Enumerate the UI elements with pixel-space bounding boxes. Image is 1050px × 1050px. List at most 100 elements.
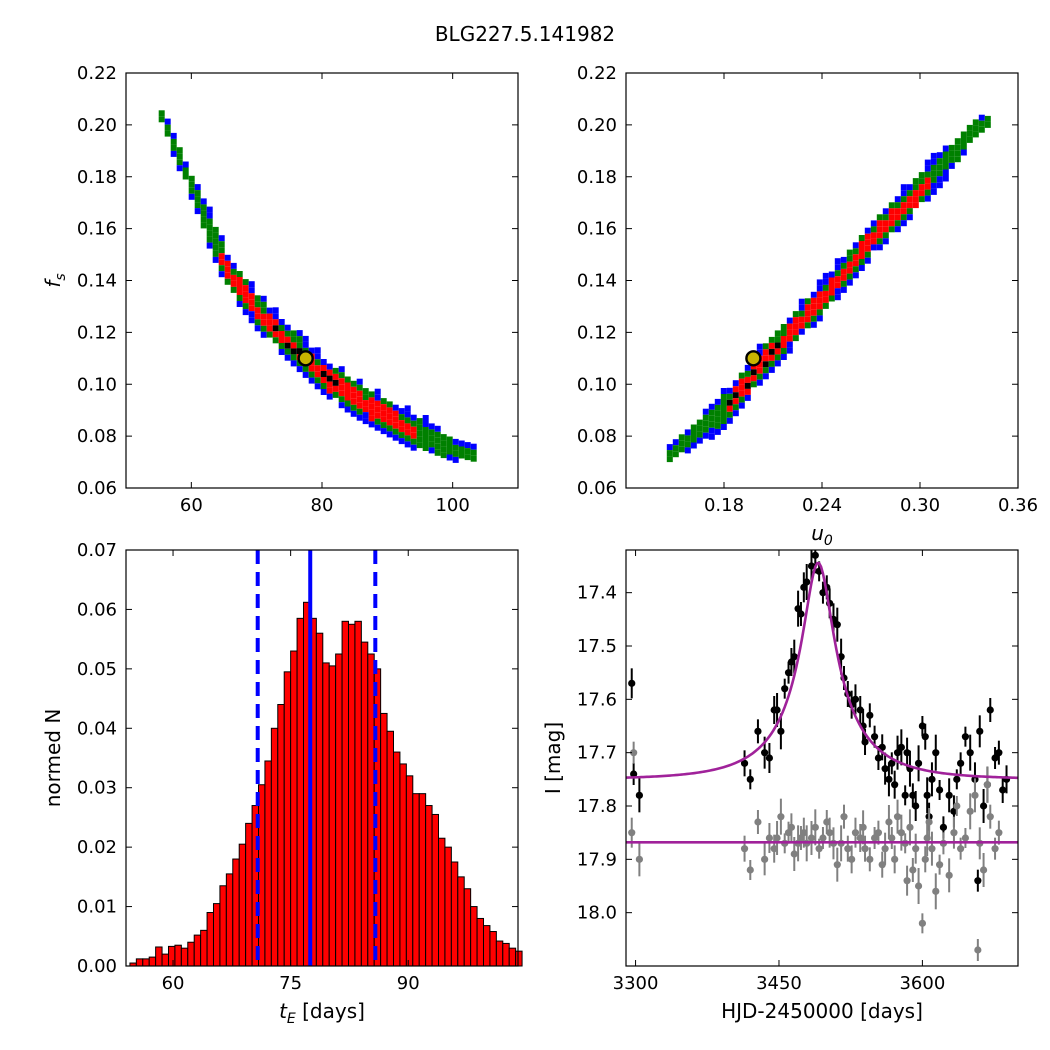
heatmap-cell-outer — [936, 176, 943, 183]
heatmap-cell-middle — [404, 417, 411, 424]
heatmap-cell-middle — [416, 424, 423, 431]
heatmap-cell-middle — [666, 450, 673, 457]
data-point-black — [888, 759, 896, 767]
heatmap-cell-middle — [888, 202, 895, 209]
heatmap-cell-outer — [810, 291, 817, 298]
data-point-black — [923, 791, 931, 799]
heatmap-cell-outer — [410, 414, 417, 421]
histogram-bar — [399, 763, 407, 967]
heatmap-cell-middle — [398, 414, 405, 421]
heatmap-cell-middle — [840, 280, 847, 287]
heatmap-cell-outer — [942, 175, 949, 182]
data-point-black — [851, 695, 860, 703]
heatmap-cell-outer — [786, 317, 793, 324]
heatmap-cell-inner — [924, 183, 931, 190]
heatmap-cell-outer — [314, 347, 321, 354]
heatmap-cell-outer — [774, 360, 781, 367]
heatmap-cell-middle — [870, 226, 877, 233]
model-curve — [626, 561, 1018, 780]
data-point-black — [765, 754, 774, 762]
heatmap-cell-inner — [224, 272, 231, 279]
heatmap-cell-inner — [852, 254, 859, 261]
data-point-black — [781, 685, 789, 693]
histogram-bar — [155, 946, 163, 967]
data-point-gray — [815, 845, 823, 853]
heatmap-cell-outer — [738, 402, 745, 409]
heatmap-cell-core — [762, 361, 769, 368]
data-point-gray — [909, 866, 917, 874]
heatmap-cell-outer — [422, 421, 429, 427]
histogram-bar — [412, 793, 420, 967]
heatmap-cell-outer — [260, 331, 267, 338]
heatmap-cell-middle — [762, 367, 769, 374]
heatmap-cell-middle — [720, 406, 727, 412]
data-point-black — [881, 765, 889, 773]
heatmap-cell-middle — [720, 394, 727, 400]
heatmap-cell-outer — [684, 429, 691, 436]
heatmap-cell-middle — [290, 354, 297, 361]
heatmap-cell-middle — [678, 440, 685, 447]
heatmap-cell-outer — [452, 456, 459, 463]
heatmap-cell-outer — [828, 271, 835, 278]
data-point-gray — [971, 791, 979, 799]
data-point-gray — [777, 813, 785, 821]
heatmap-cell-inner — [404, 429, 411, 436]
heatmap-cell-outer — [822, 272, 829, 279]
heatmap-cell-core — [272, 325, 279, 332]
heatmap-cell-middle — [194, 196, 201, 203]
heatmap-cell-middle — [362, 394, 369, 401]
data-point-gray — [630, 749, 638, 757]
heatmap-cell-inner — [834, 282, 841, 289]
label-symbol: t — [279, 999, 288, 1023]
heatmap-cell-middle — [416, 430, 423, 437]
heatmap-cell-inner — [786, 323, 793, 330]
heatmap-cell-outer — [924, 165, 931, 172]
data-point-black — [787, 658, 796, 666]
heatmap-cell-inner — [386, 407, 393, 414]
histogram-bar — [283, 671, 292, 967]
heatmap-cell-middle — [972, 131, 979, 138]
data-point-gray — [918, 919, 926, 927]
heatmap-cell-inner — [266, 319, 273, 326]
histogram-bar — [354, 620, 362, 967]
data-point-gray — [979, 866, 988, 874]
heatmap-cell-middle — [314, 359, 321, 366]
data-point-black — [974, 877, 982, 885]
heatmap-cell-middle — [440, 434, 447, 441]
heatmap-cell-inner — [356, 390, 363, 397]
heatmap-cell-middle — [684, 435, 691, 442]
heatmap-cell-middle — [344, 376, 351, 383]
heatmap-cell-outer — [756, 379, 763, 386]
y-tick-label: 18.0 — [577, 903, 617, 924]
heatmap-cell-middle — [750, 381, 757, 388]
heatmap-cell-middle — [954, 138, 961, 145]
heatmap-cell-inner — [368, 415, 375, 422]
data-point-black — [999, 786, 1007, 794]
heatmap-cell-inner — [248, 305, 255, 312]
heatmap-cell-inner — [350, 386, 357, 393]
heatmap-cell-middle — [440, 446, 447, 453]
y-tick-label: 0.06 — [77, 599, 117, 620]
heatmap-cell-middle — [846, 273, 853, 280]
heatmap-cell-outer — [428, 423, 435, 430]
heatmap-cell-outer — [320, 389, 327, 395]
heatmap-cell-outer — [302, 371, 309, 378]
heatmap-cell-outer — [248, 281, 255, 288]
y-tick-label: 0.02 — [77, 837, 117, 858]
heatmap-cell-middle — [900, 214, 907, 221]
heatmap-cell-outer — [392, 434, 399, 441]
heatmap-cell-middle — [678, 446, 685, 453]
heatmap-cell-inner — [242, 297, 249, 304]
heatmap-cell-outer — [368, 421, 375, 428]
heatmap-cell-inner — [368, 403, 375, 410]
heatmap-cell-outer — [882, 238, 889, 245]
heatmap-cell-outer — [308, 377, 315, 384]
heatmap-cell-core — [284, 342, 291, 349]
heatmap-cell-middle — [194, 190, 201, 197]
heatmap-cell-inner — [816, 291, 823, 298]
heatmap-cell-inner — [864, 245, 871, 252]
label-subscript: s — [53, 273, 69, 280]
heatmap-cell-inner — [398, 420, 405, 427]
heatmap-cell-middle — [690, 436, 697, 443]
heatmap-cell-outer — [284, 324, 291, 331]
